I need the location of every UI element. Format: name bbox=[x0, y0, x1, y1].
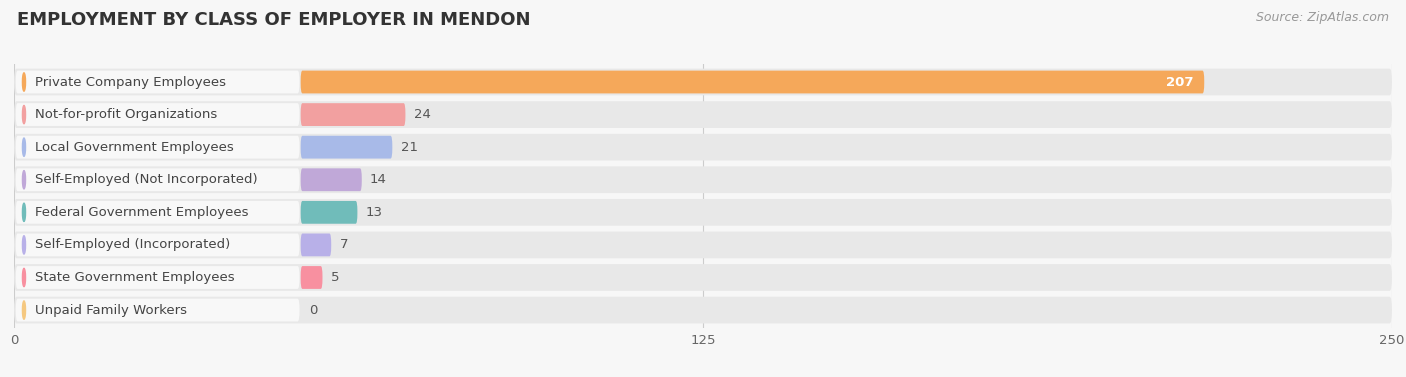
Text: 0: 0 bbox=[309, 303, 318, 317]
FancyBboxPatch shape bbox=[301, 70, 1205, 93]
Circle shape bbox=[22, 138, 25, 156]
FancyBboxPatch shape bbox=[14, 297, 1392, 323]
Circle shape bbox=[22, 106, 25, 124]
Text: Self-Employed (Incorporated): Self-Employed (Incorporated) bbox=[35, 238, 231, 251]
Text: 13: 13 bbox=[366, 206, 382, 219]
Text: 24: 24 bbox=[413, 108, 430, 121]
FancyBboxPatch shape bbox=[14, 231, 1392, 258]
Text: EMPLOYMENT BY CLASS OF EMPLOYER IN MENDON: EMPLOYMENT BY CLASS OF EMPLOYER IN MENDO… bbox=[17, 11, 530, 29]
FancyBboxPatch shape bbox=[14, 134, 1392, 161]
Circle shape bbox=[22, 73, 25, 91]
Text: Federal Government Employees: Federal Government Employees bbox=[35, 206, 249, 219]
Circle shape bbox=[22, 203, 25, 221]
FancyBboxPatch shape bbox=[301, 266, 322, 289]
FancyBboxPatch shape bbox=[301, 136, 392, 159]
Text: Source: ZipAtlas.com: Source: ZipAtlas.com bbox=[1256, 11, 1389, 24]
FancyBboxPatch shape bbox=[15, 299, 299, 322]
Circle shape bbox=[22, 268, 25, 287]
Text: State Government Employees: State Government Employees bbox=[35, 271, 235, 284]
FancyBboxPatch shape bbox=[14, 69, 1392, 95]
FancyBboxPatch shape bbox=[14, 199, 1392, 226]
Text: Not-for-profit Organizations: Not-for-profit Organizations bbox=[35, 108, 218, 121]
FancyBboxPatch shape bbox=[301, 233, 332, 256]
Text: 14: 14 bbox=[370, 173, 387, 186]
Circle shape bbox=[22, 171, 25, 189]
FancyBboxPatch shape bbox=[301, 201, 357, 224]
Text: Unpaid Family Workers: Unpaid Family Workers bbox=[35, 303, 187, 317]
Text: 207: 207 bbox=[1166, 75, 1194, 89]
Text: 5: 5 bbox=[330, 271, 339, 284]
Text: Local Government Employees: Local Government Employees bbox=[35, 141, 233, 154]
Circle shape bbox=[22, 236, 25, 254]
Text: 21: 21 bbox=[401, 141, 418, 154]
FancyBboxPatch shape bbox=[15, 136, 299, 159]
Text: Self-Employed (Not Incorporated): Self-Employed (Not Incorporated) bbox=[35, 173, 257, 186]
FancyBboxPatch shape bbox=[301, 169, 361, 191]
FancyBboxPatch shape bbox=[301, 103, 405, 126]
FancyBboxPatch shape bbox=[14, 101, 1392, 128]
FancyBboxPatch shape bbox=[14, 166, 1392, 193]
Text: 7: 7 bbox=[339, 238, 347, 251]
FancyBboxPatch shape bbox=[15, 266, 299, 289]
Text: Private Company Employees: Private Company Employees bbox=[35, 75, 226, 89]
FancyBboxPatch shape bbox=[15, 70, 299, 93]
FancyBboxPatch shape bbox=[15, 233, 299, 256]
FancyBboxPatch shape bbox=[14, 264, 1392, 291]
FancyBboxPatch shape bbox=[15, 103, 299, 126]
Circle shape bbox=[22, 301, 25, 319]
FancyBboxPatch shape bbox=[15, 169, 299, 191]
FancyBboxPatch shape bbox=[15, 201, 299, 224]
